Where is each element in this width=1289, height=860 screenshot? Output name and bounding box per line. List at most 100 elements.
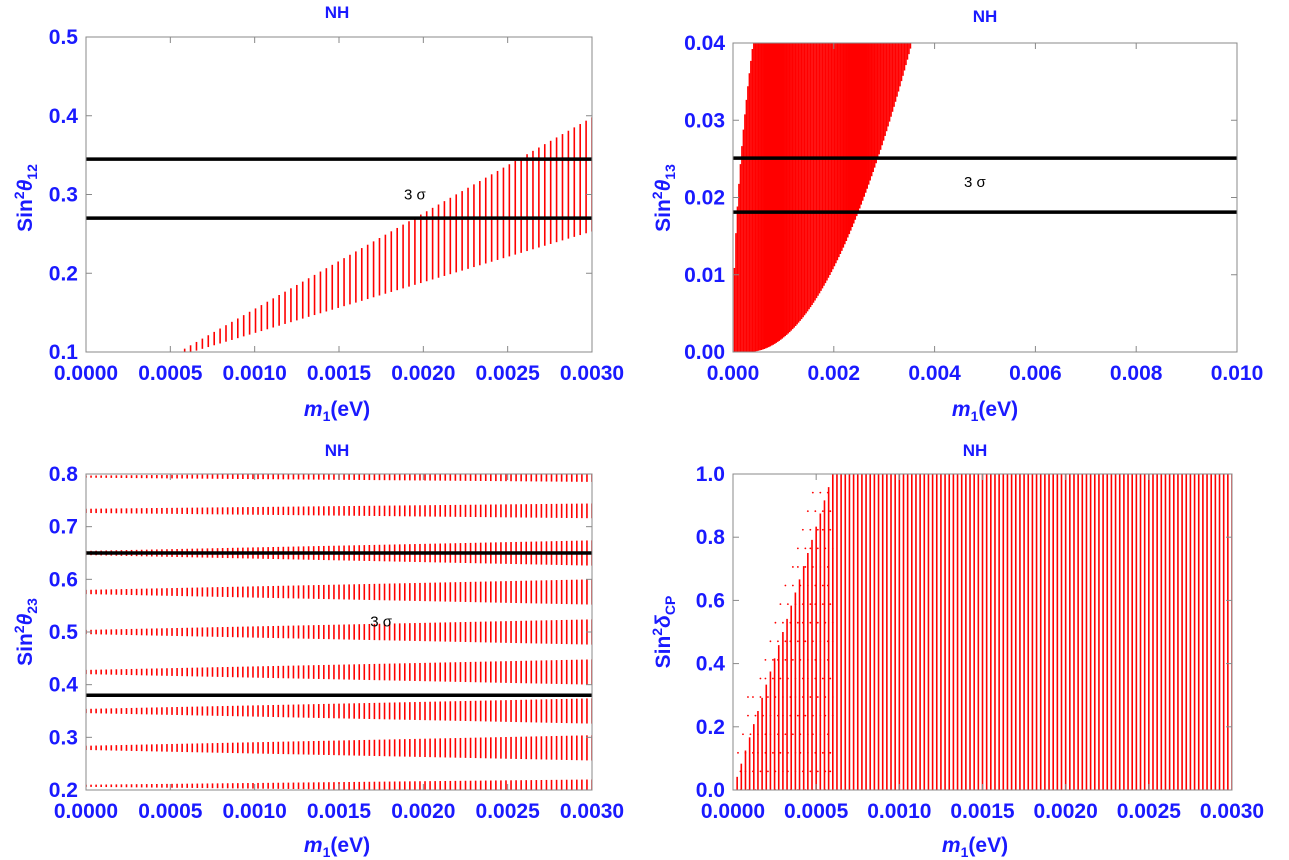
x-tick-label: 0.0010 <box>223 800 287 823</box>
y-tick-label: 0.2 <box>696 716 725 739</box>
data-point <box>821 751 824 754</box>
data-point <box>831 696 834 698</box>
panel-title: NH <box>963 441 988 460</box>
y-tick-label: 0.0 <box>696 779 725 802</box>
y-tick-label: 0.5 <box>49 26 79 49</box>
data-point <box>739 770 742 773</box>
x-tick-label: 0.0005 <box>784 800 849 823</box>
data-point <box>799 733 802 736</box>
data-point <box>829 603 832 606</box>
data-point <box>764 677 767 680</box>
y-tick-label: 0.6 <box>696 589 725 612</box>
data-point <box>752 770 754 773</box>
y-tick-label: 0.03 <box>684 109 725 132</box>
data-point <box>821 603 824 606</box>
data-point <box>799 751 802 754</box>
data-point <box>774 696 777 698</box>
data-point <box>791 566 794 568</box>
y-tick-label: 0.3 <box>49 726 78 749</box>
data-points <box>736 474 1232 790</box>
panel-title: NH <box>325 3 350 22</box>
data-point <box>814 584 817 587</box>
data-point <box>831 714 834 717</box>
data-point <box>824 547 827 550</box>
data-point <box>784 733 787 736</box>
data-point <box>821 510 824 513</box>
plot-area: 3 σ 0.000 0.002 0.004 0.006 0.008 0.010 0.00 0.0… <box>684 32 1263 385</box>
data-point <box>824 770 827 773</box>
data-point <box>782 714 784 717</box>
data-point <box>814 510 817 513</box>
data-point <box>829 770 832 773</box>
data-point <box>826 658 829 661</box>
y-axis-label: Sin2θ23 <box>11 598 40 666</box>
y-tick-label: 0.00 <box>684 341 725 364</box>
y-tick-label: 0.4 <box>49 105 79 128</box>
data-point <box>811 491 814 494</box>
x-tick-label: 0.0000 <box>701 800 765 823</box>
data-point <box>801 528 804 531</box>
data-point <box>764 733 767 736</box>
data-point <box>804 566 807 568</box>
x-tick-label: 0.0020 <box>391 362 455 385</box>
x-tick-label: 0.0025 <box>476 362 541 385</box>
data-point <box>789 714 792 717</box>
data-point <box>764 658 767 661</box>
plot-frame <box>85 36 593 353</box>
panel-title: NH <box>325 441 350 460</box>
sigma-label: 3 σ <box>964 174 987 191</box>
x-tick-label: 0.0015 <box>307 362 372 385</box>
data-point <box>759 770 762 773</box>
data-point <box>811 640 814 643</box>
data-point <box>829 510 832 513</box>
data-point <box>752 696 754 698</box>
data-point <box>779 677 782 680</box>
data-point <box>791 658 794 661</box>
y-tick-label: 0.7 <box>49 516 78 539</box>
data-point <box>796 566 799 568</box>
data-point <box>796 621 799 624</box>
x-tick-label: 0.0005 <box>138 800 203 823</box>
data-point <box>811 733 814 736</box>
data-point <box>816 547 819 550</box>
data-point <box>809 603 812 606</box>
x-tick-label: 0.0010 <box>867 800 931 823</box>
x-tick-label: 0.0015 <box>950 800 1015 823</box>
data-point <box>789 621 792 624</box>
data-point <box>794 751 797 754</box>
x-tick-label: 0.000 <box>707 362 760 385</box>
panel-theta13: NH 3 σ 0.000 0.002 0.004 0.006 0.008 0.010 0.00… <box>649 7 1263 424</box>
data-point <box>796 547 799 550</box>
data-point <box>767 696 769 698</box>
data-point <box>744 770 747 773</box>
data-point <box>804 714 807 717</box>
data-point <box>747 714 749 717</box>
data-point <box>801 696 804 698</box>
data-point <box>786 603 789 606</box>
data-point <box>794 677 797 680</box>
data-point <box>826 640 829 643</box>
data-point <box>754 714 757 717</box>
data-point <box>806 751 809 754</box>
data-points <box>183 117 592 352</box>
y-tick-label: 1.0 <box>696 463 725 486</box>
data-point <box>801 621 804 624</box>
data-point <box>809 696 812 698</box>
y-tick-label: 0.2 <box>49 262 78 285</box>
data-point <box>814 658 817 661</box>
plot-area: 3 σ 0.0000 0.0005 0.0010 0.0015 0.0020 0.0025 0… <box>49 26 624 385</box>
data-point <box>777 733 779 736</box>
data-point <box>796 640 799 643</box>
data-point <box>819 491 822 494</box>
x-axis-label: m1(eV) <box>304 834 370 860</box>
data-point <box>829 528 832 531</box>
data-point <box>826 733 829 736</box>
data-point <box>784 584 787 587</box>
y-tick-label: 0.8 <box>49 463 79 486</box>
data-point <box>796 714 799 717</box>
data-point <box>767 770 769 773</box>
x-tick-label: 0.0030 <box>560 362 624 385</box>
data-point <box>774 621 777 624</box>
x-tick-label: 0.0025 <box>1117 800 1182 823</box>
data-point <box>772 658 774 661</box>
